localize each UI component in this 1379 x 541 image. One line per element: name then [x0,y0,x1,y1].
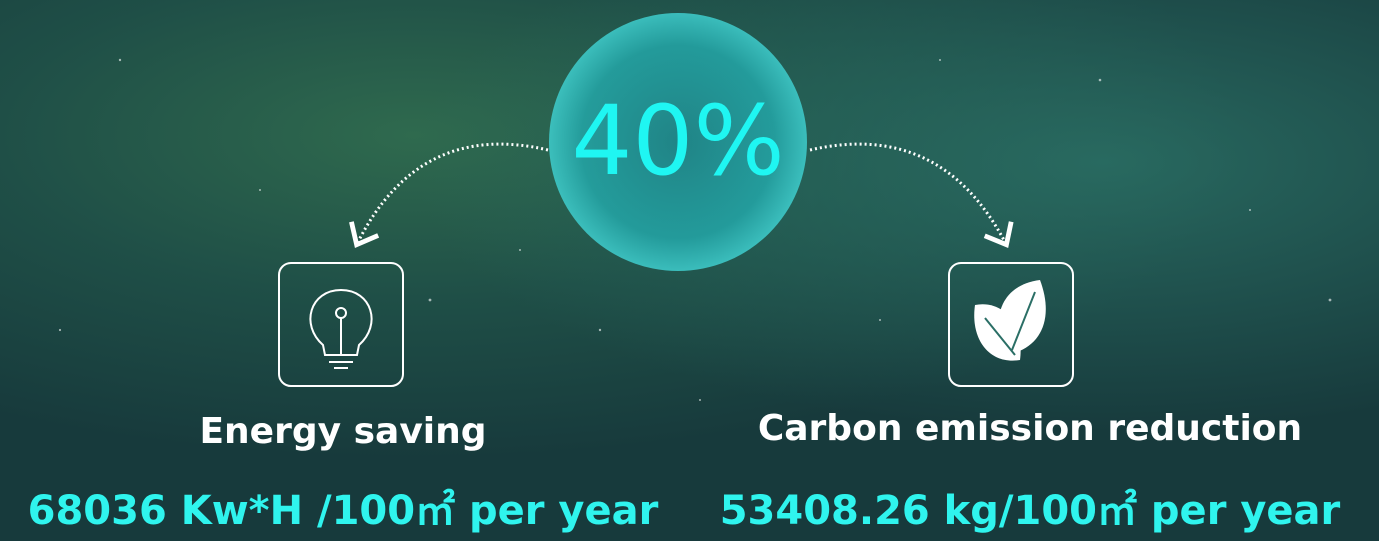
item-value: 53408.26 kg/100㎡ per year [720,488,1341,534]
center-value: 40% [571,85,784,197]
page: 40% Energy saving Carbon emission reduct… [0,0,1379,541]
slide: 40% Energy saving Carbon emission reduct… [0,0,1379,541]
item-label: Carbon emission reduction [758,408,1302,449]
item-label: Energy saving [199,411,486,452]
item-value: 68036 Kw*H /100㎡ per year [28,488,659,534]
